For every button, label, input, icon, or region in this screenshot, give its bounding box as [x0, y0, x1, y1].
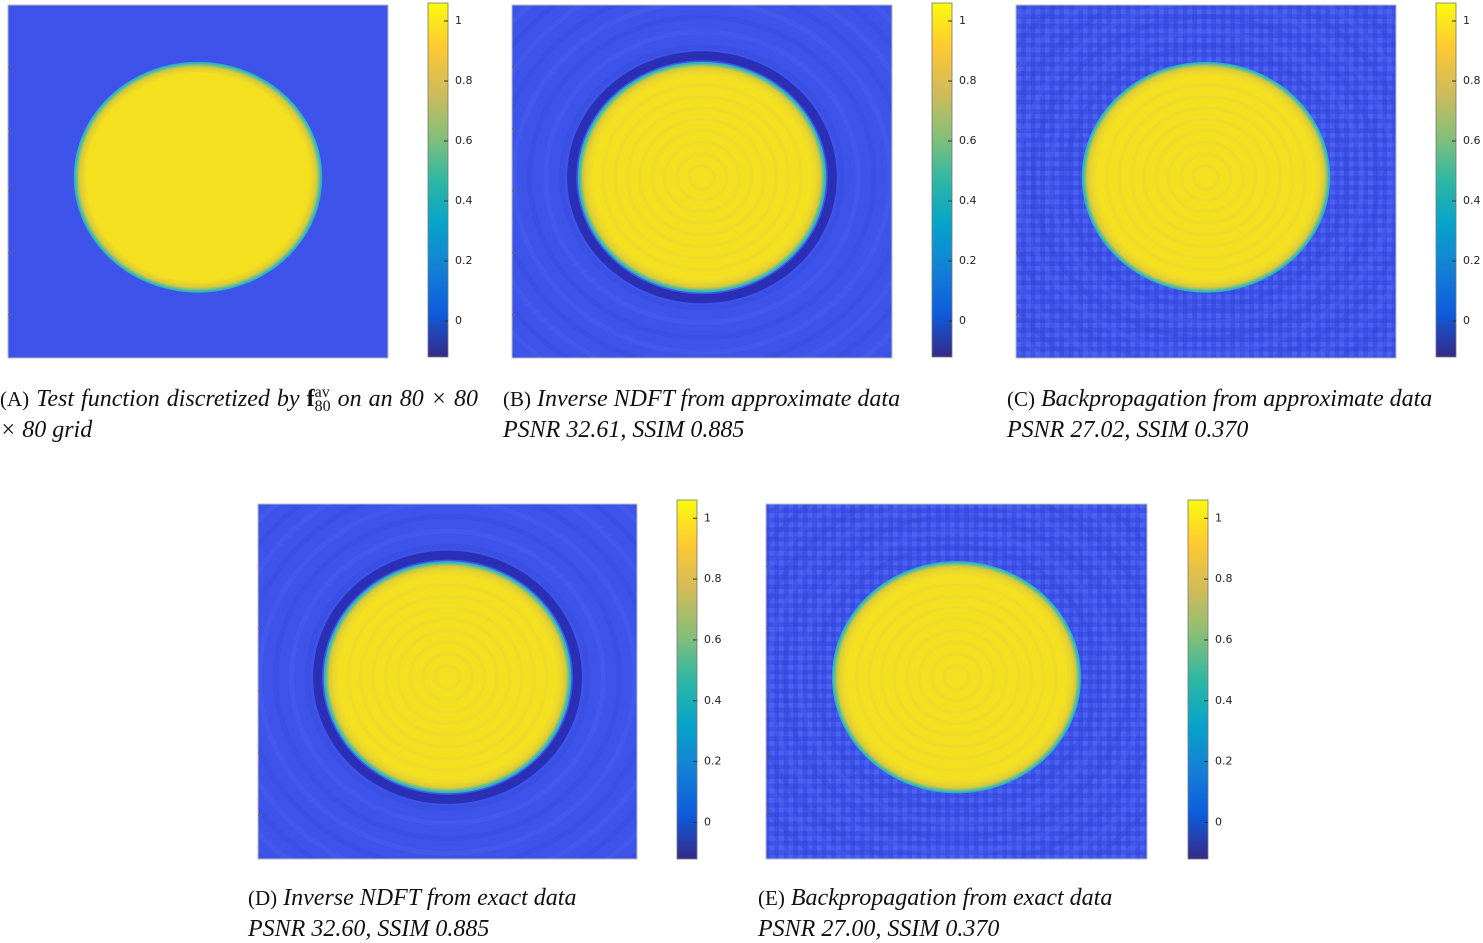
caption-metrics: PSNR 27.02, SSIM 0.370 [1007, 417, 1249, 443]
colorbar [1435, 2, 1457, 358]
colorbar [931, 2, 953, 358]
math-superscript: av [314, 384, 330, 402]
colorbar-tick-label: 0 [1463, 314, 1470, 327]
reconstruction-image [766, 504, 1147, 859]
math-subscript: 80 [314, 398, 331, 416]
colorbar-tick-label: 1 [455, 14, 462, 27]
colorbar-tick-label: 0.4 [959, 194, 977, 207]
colorbar-tick-label: 0.8 [1215, 572, 1233, 585]
reconstruction-image [1016, 5, 1396, 358]
colorbar-tick-label: 1 [1463, 14, 1470, 27]
panel: 0 0.2 0.4 0.6 0.8 1 [1015, 2, 1481, 359]
panel: 0 0.2 0.4 0.6 0.8 1 [7, 2, 473, 359]
reconstruction-image [258, 504, 637, 859]
caption-text: on an 80 × 80 × 80 grid [0, 386, 479, 443]
caption-text: Inverse NDFT from exact data [283, 885, 577, 911]
colorbar-tick-label: 0.6 [1463, 134, 1481, 147]
caption-text: Inverse NDFT from approximate data [537, 386, 901, 412]
colorbar-tick-label: 0.8 [1463, 74, 1481, 87]
caption: (E) Backpropagation from exact data PSNR … [758, 883, 1236, 943]
colorbar-tick-label: 0.8 [455, 74, 473, 87]
image-frame [1015, 4, 1397, 359]
caption-metrics: PSNR 32.61, SSIM 0.885 [503, 417, 745, 443]
colorbar-tick-label: 1 [959, 14, 966, 27]
caption: (D) Inverse NDFT from exact data PSNR 32.… [248, 883, 726, 943]
colorbar-tick-label: 0.2 [1463, 254, 1481, 267]
colorbar-tick-label: 0.4 [1215, 694, 1233, 707]
colorbar-tick-label: 1 [704, 511, 711, 524]
colorbar-tick-label: 0.2 [704, 755, 722, 768]
colorbar-tick-label: 0.8 [704, 572, 722, 585]
caption-text: Backpropagation from approximate data [1041, 386, 1433, 412]
caption: (C) Backpropagation from approximate dat… [1007, 384, 1483, 446]
image-frame [765, 503, 1148, 860]
colorbar-tick-label: 0.2 [455, 254, 473, 267]
colorbar-tick-label: 0.4 [1463, 194, 1481, 207]
panel: 0 0.2 0.4 0.6 0.8 1 [511, 2, 977, 359]
colorbar-tick-label: 0.6 [959, 134, 977, 147]
caption-label: (D) [248, 886, 278, 910]
reconstruction-image [8, 5, 388, 358]
caption-text: Test function discretized by [36, 386, 300, 412]
colorbar-tick-label: 0 [704, 815, 711, 828]
colorbar [427, 2, 449, 358]
colorbar-tick-label: 0.6 [1215, 633, 1233, 646]
caption-text: Backpropagation from exact data [790, 885, 1113, 911]
colorbar-tick-label: 0 [959, 314, 966, 327]
colorbar-tick-label: 0.4 [455, 194, 473, 207]
caption: (A) Test function discretized by fav 80 o… [0, 384, 478, 446]
reconstruction-image [512, 5, 892, 358]
colorbar-tick-label: 0 [1215, 815, 1222, 828]
colorbar-tick-label: 0.2 [1215, 755, 1233, 768]
caption-label: (A) [0, 387, 30, 411]
caption-metrics: PSNR 27.00, SSIM 0.370 [758, 916, 1000, 942]
colorbar-tick-label: 0.6 [455, 134, 473, 147]
colorbar-tick-label: 0.6 [704, 633, 722, 646]
caption: (B) Inverse NDFT from approximate data PS… [503, 384, 981, 446]
colorbar-tick-label: 1 [1215, 511, 1222, 524]
math-symbol: f [306, 386, 315, 412]
image-frame [257, 503, 638, 860]
panel: 0 0.2 0.4 0.6 0.8 1 [765, 499, 1233, 860]
math-scripts: av 80 [314, 384, 331, 416]
colorbar-tick-label: 0.8 [959, 74, 977, 87]
colorbar-tick-label: 0 [455, 314, 462, 327]
colorbar-tick-label: 0.4 [704, 694, 722, 707]
colorbar-tick-label: 0.2 [959, 254, 977, 267]
image-frame [511, 4, 893, 359]
caption-metrics: PSNR 32.60, SSIM 0.885 [248, 916, 490, 942]
caption-label: (E) [758, 886, 785, 910]
caption-label: (C) [1007, 387, 1035, 411]
colorbar [676, 499, 698, 860]
colorbar [1187, 499, 1209, 860]
image-frame [7, 4, 389, 359]
caption-label: (B) [503, 387, 531, 411]
panel: 0 0.2 0.4 0.6 0.8 1 [257, 499, 722, 860]
